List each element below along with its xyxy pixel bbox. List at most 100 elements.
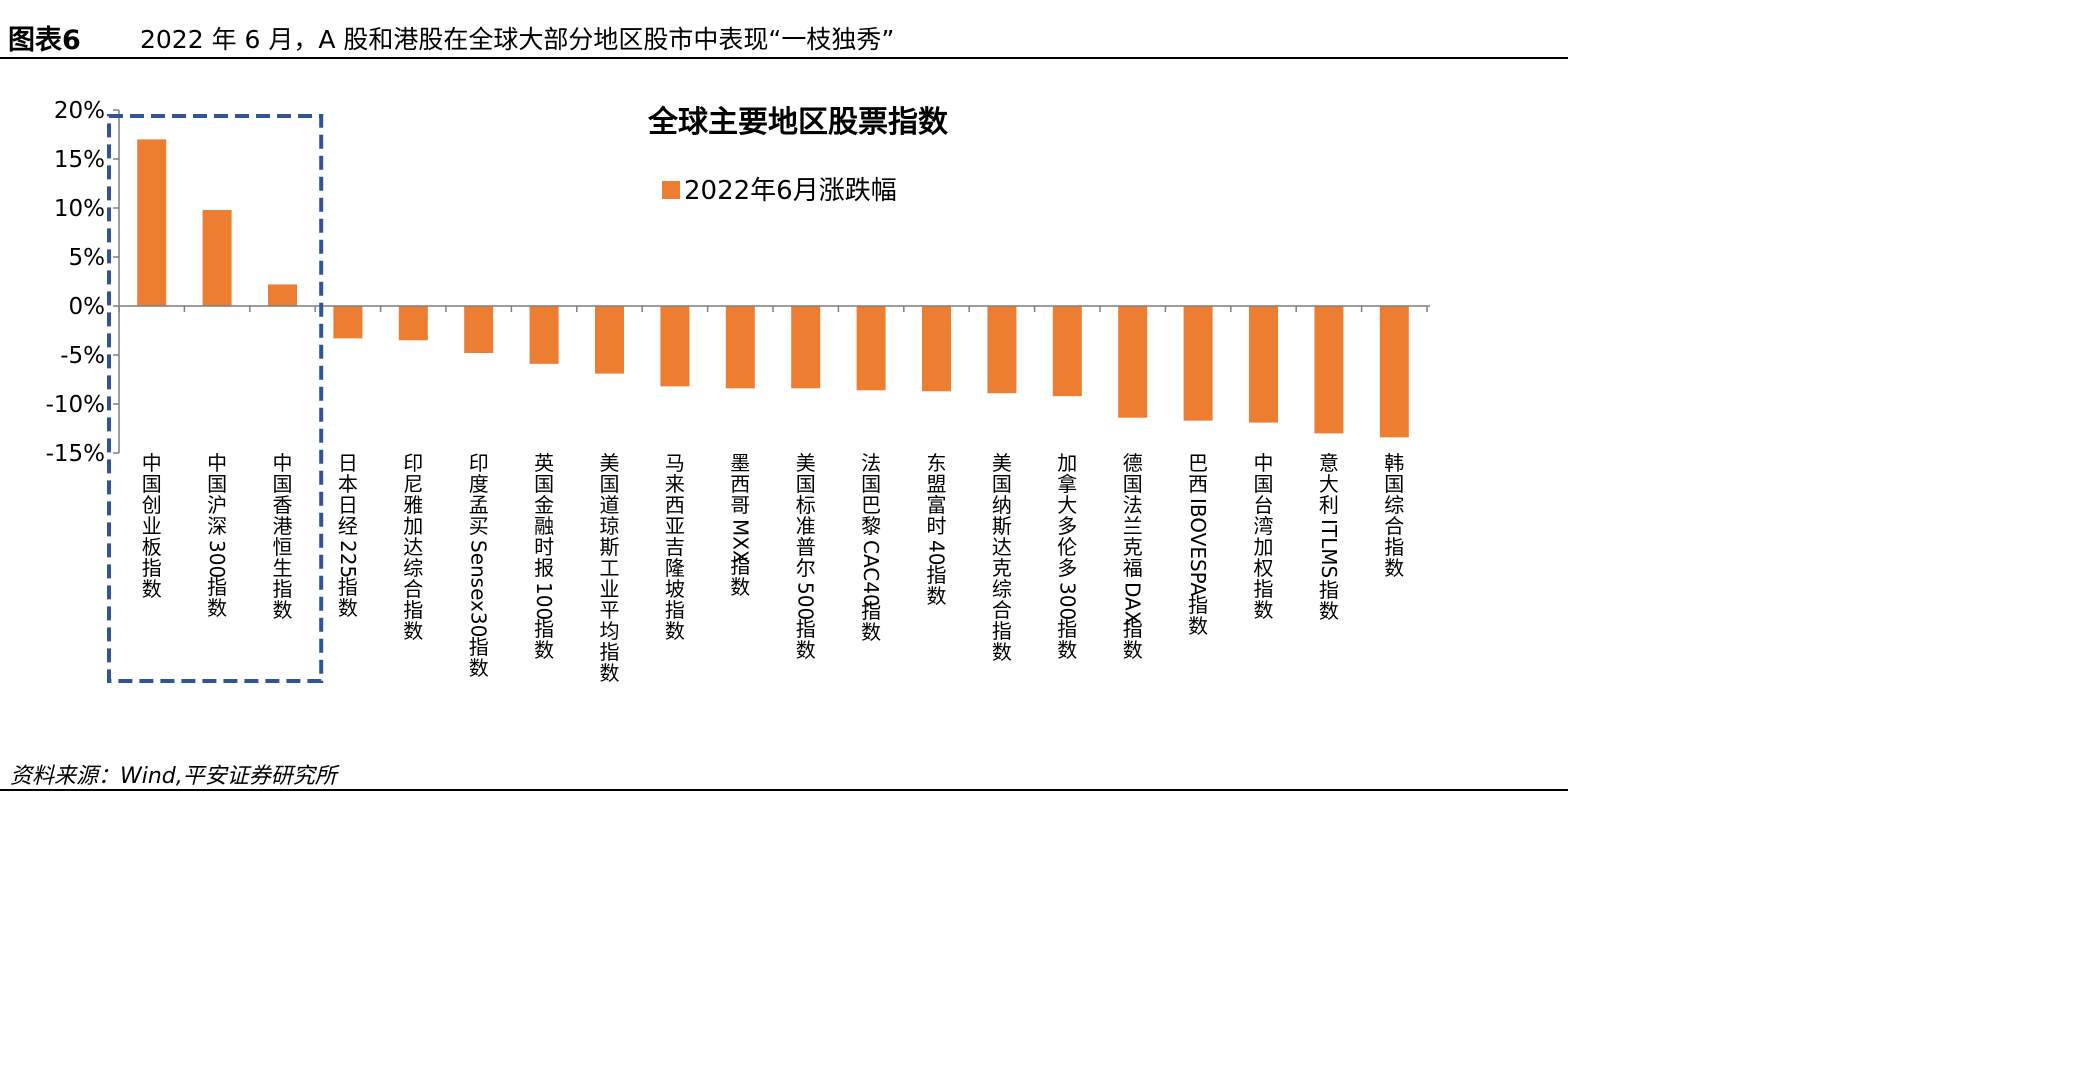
svg-text:克: 克: [992, 556, 1012, 580]
svg-text:兰: 兰: [1123, 514, 1143, 538]
svg-text:国: 国: [1384, 472, 1404, 496]
y-tick-label: -10%: [46, 392, 105, 418]
bar-10: [725, 306, 755, 389]
svg-text:综: 综: [992, 577, 1012, 601]
svg-text:法: 法: [1123, 493, 1143, 517]
svg-text:指: 指: [1384, 535, 1404, 559]
svg-text:巴: 巴: [1188, 451, 1208, 475]
svg-text:Sensex30: Sensex30: [467, 540, 491, 637]
svg-text:指: 指: [403, 598, 423, 622]
bar-1: [137, 139, 167, 306]
svg-text:加: 加: [403, 514, 423, 538]
svg-text:数: 数: [1188, 614, 1208, 638]
svg-text:指: 指: [469, 635, 489, 659]
svg-text:意: 意: [1319, 451, 1339, 475]
svg-text:指: 指: [1123, 617, 1143, 641]
svg-text:黎: 黎: [861, 514, 881, 538]
svg-text:指: 指: [600, 640, 620, 664]
y-tick-label: -5%: [60, 343, 105, 369]
svg-text:数: 数: [469, 656, 489, 680]
svg-text:克: 克: [1123, 535, 1143, 559]
bar-13: [922, 306, 951, 392]
svg-text:数: 数: [142, 577, 162, 601]
bars-layer: [137, 139, 1409, 438]
bar-5: [398, 306, 428, 341]
svg-text:综: 综: [403, 556, 423, 580]
header-rule: [0, 57, 1568, 59]
footer-rule: [0, 789, 1568, 791]
svg-text:数: 数: [338, 596, 358, 620]
svg-text:琼: 琼: [600, 514, 620, 538]
svg-text:美: 美: [796, 451, 816, 475]
figure-header: 图表6 2022 年 6 月，A 股和港股在全球大部分地区股市中表现“一枝独秀”: [8, 14, 1560, 56]
svg-text:中: 中: [207, 451, 227, 475]
svg-text:均: 均: [600, 619, 620, 643]
svg-text:金: 金: [534, 493, 554, 517]
svg-text:纳: 纳: [992, 493, 1012, 517]
svg-text:指: 指: [927, 563, 947, 587]
svg-text:港: 港: [273, 514, 293, 538]
svg-text:数: 数: [534, 638, 554, 662]
svg-text:业: 业: [142, 514, 162, 538]
svg-text:40: 40: [925, 540, 949, 565]
svg-text:300: 300: [1055, 582, 1079, 620]
svg-text:马: 马: [665, 451, 685, 475]
svg-text:多: 多: [1057, 556, 1077, 580]
svg-text:福: 福: [1123, 556, 1143, 580]
svg-text:西: 西: [665, 493, 685, 517]
svg-text:指: 指: [142, 556, 162, 580]
legend-swatch: [662, 181, 680, 199]
svg-text:数: 数: [730, 575, 750, 599]
svg-text:加: 加: [1254, 535, 1274, 559]
svg-text:国: 国: [992, 472, 1012, 496]
figure-title: 2022 年 6 月，A 股和港股在全球大部分地区股市中表现“一枝独秀”: [140, 25, 895, 54]
legend-label: 2022年6月涨跌幅: [684, 176, 897, 206]
svg-text:合: 合: [403, 577, 423, 601]
svg-text:指: 指: [796, 617, 816, 641]
bar-14: [987, 306, 1017, 394]
svg-text:道: 道: [600, 493, 620, 517]
chart-title: 全球主要地区股票指数: [647, 105, 949, 140]
bar-chart: 20%15%10%5%0%-5%-10%-15% 中国创业板指数中国沪深300指数…: [46, 98, 1430, 685]
svg-text:中: 中: [142, 451, 162, 475]
svg-text:国: 国: [861, 472, 881, 496]
bar-20: [1379, 306, 1409, 438]
y-tick-label: 0%: [69, 294, 106, 320]
svg-text:印: 印: [403, 451, 423, 475]
svg-text:达: 达: [992, 535, 1012, 559]
svg-text:东: 东: [927, 451, 947, 475]
svg-text:合: 合: [1384, 514, 1404, 538]
svg-text:哥: 哥: [730, 493, 750, 517]
svg-text:数: 数: [861, 620, 881, 644]
svg-text:指: 指: [1188, 593, 1208, 617]
svg-text:数: 数: [665, 619, 685, 643]
svg-text:隆: 隆: [665, 556, 685, 580]
svg-text:国: 国: [273, 472, 293, 496]
svg-text:ITLMS: ITLMS: [1317, 519, 1341, 578]
bar-15: [1052, 306, 1082, 397]
svg-text:时: 时: [927, 514, 947, 538]
svg-text:来: 来: [665, 472, 685, 496]
bar-4: [333, 306, 363, 339]
svg-text:数: 数: [403, 619, 423, 643]
svg-text:数: 数: [1384, 556, 1404, 580]
svg-text:指: 指: [338, 575, 358, 599]
svg-text:墨: 墨: [730, 451, 750, 475]
svg-text:指: 指: [1319, 578, 1339, 602]
bar-7: [529, 306, 559, 364]
bar-12: [856, 306, 886, 391]
svg-text:湾: 湾: [1254, 514, 1274, 538]
svg-text:日: 日: [338, 493, 358, 517]
svg-text:指: 指: [1254, 577, 1274, 601]
